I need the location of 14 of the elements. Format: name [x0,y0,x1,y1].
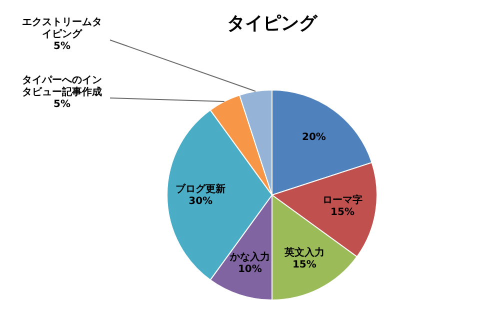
chart-title: タイピング [227,13,318,34]
slice-label: ブログ更新 [176,183,226,195]
data-label: 30% [188,196,213,207]
data-label: 10% [238,264,262,275]
slice-label: タイパーへのインタビュー記事作成 [22,75,102,98]
data-label: 15% [292,260,316,271]
slice-label: エクストリームタイピング [22,17,102,40]
data-label: 20% [302,132,326,144]
slice-label: かな入力 [228,250,270,263]
data-label: 5% [54,41,70,52]
data-label: 15% [330,207,354,218]
slice-label: ローマ字 [322,194,363,206]
data-label: 5% [54,99,70,110]
slice-label: 英文入力 [283,246,324,259]
